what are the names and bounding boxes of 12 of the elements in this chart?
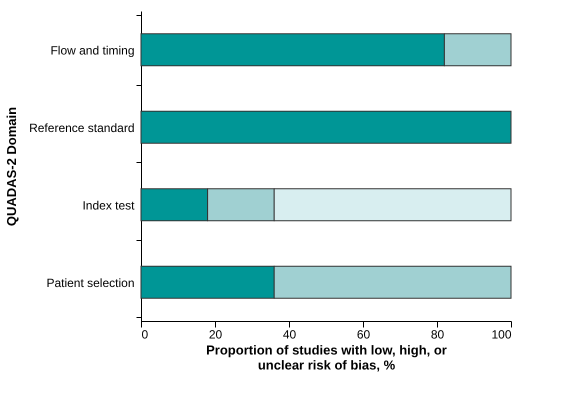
x-tick-label: 80 [430, 328, 444, 342]
x-tick-label: 60 [356, 328, 370, 342]
y-axis-title: QUADAS-2 Domain [4, 106, 20, 226]
x-tick-label: 20 [208, 328, 222, 342]
x-tick-label: 100 [491, 328, 512, 342]
y-tick-label: Flow and timing [50, 43, 134, 58]
x-tick-label: 0 [142, 328, 148, 342]
y-tick-label: Reference standard [29, 120, 134, 135]
y-tick-label: Patient selection [46, 276, 134, 290]
y-tick-label: Index test [82, 198, 136, 212]
x-axis-title: Proportion of studies with low, high, or unclear risk of bias, % [206, 342, 447, 372]
x-tick-label: 40 [282, 328, 296, 342]
